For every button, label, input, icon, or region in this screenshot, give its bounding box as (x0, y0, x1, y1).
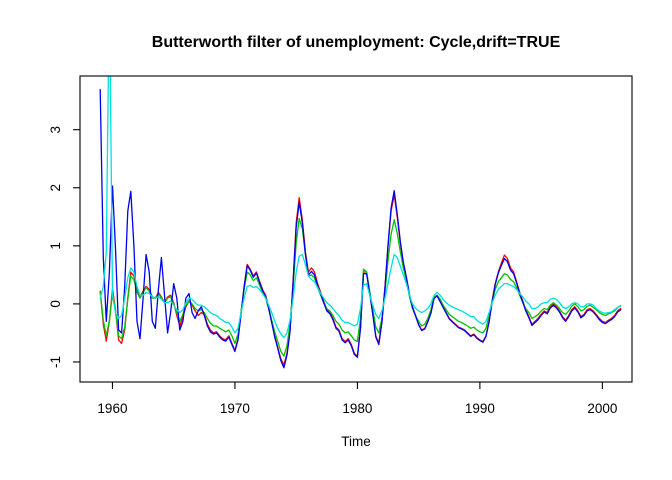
x-tick-label: 1990 (465, 401, 495, 416)
series-blue-line (99, 88, 622, 369)
x-tick-label: 1980 (342, 401, 372, 416)
series-lines (99, 76, 622, 369)
x-tick-label: 1960 (97, 401, 127, 416)
series-red-line (99, 194, 622, 366)
chart-title: Butterworth filter of unemployment: Cycl… (152, 34, 561, 51)
y-tick-label: 0 (48, 300, 63, 308)
plot-box (79, 75, 633, 383)
y-tick-label: 2 (48, 184, 63, 192)
y-tick-label: 1 (48, 242, 63, 250)
x-axis-label: Time (341, 434, 371, 449)
y-tick-label: -1 (48, 356, 63, 368)
series-cyan-line (99, 76, 622, 339)
x-axis: 1960 1970 1980 1990 2000 (97, 382, 617, 416)
y-tick-label: 3 (48, 126, 63, 134)
series-green-line (99, 217, 622, 357)
x-tick-label: 2000 (587, 401, 617, 416)
y-axis: -1 0 1 2 3 (48, 126, 80, 368)
x-tick-label: 1970 (220, 401, 250, 416)
